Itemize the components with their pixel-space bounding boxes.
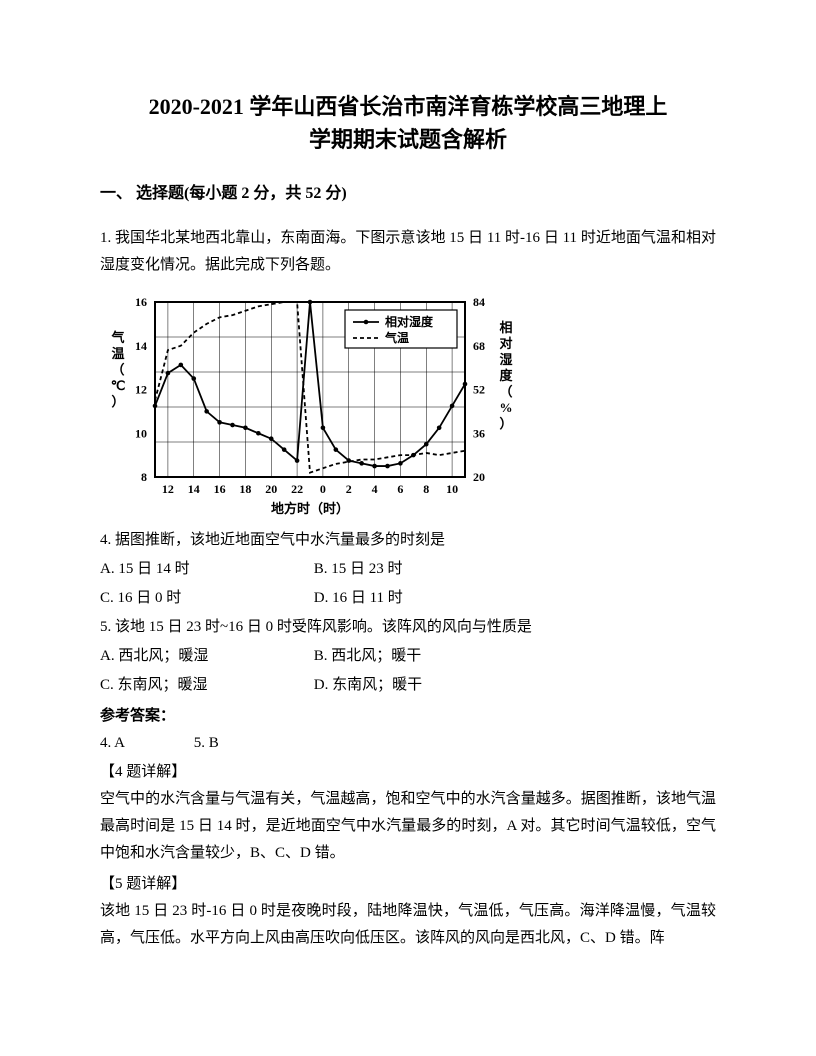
answer-label: 参考答案： — [100, 703, 716, 730]
q5-option-a: A. 西北风；暖湿 — [100, 643, 310, 670]
svg-text:）: ） — [499, 416, 512, 431]
svg-text:12: 12 — [135, 382, 147, 396]
svg-text:气: 气 — [111, 330, 124, 345]
svg-text:84: 84 — [473, 295, 485, 309]
chart-container: 81012141620365268841214161820220246810地方… — [100, 287, 716, 517]
q4-option-b: B. 15 日 23 时 — [314, 556, 403, 583]
q4-option-d: D. 16 日 11 时 — [314, 585, 403, 612]
svg-text:2: 2 — [346, 482, 352, 496]
svg-text:52: 52 — [473, 382, 485, 396]
title-line-1: 2020-2021 学年山西省长治市南洋育栋学校高三地理上 — [100, 90, 716, 123]
detail4-text: 空气中的水汽含量与气温有关，气温越高，饱和空气中的水汽含量越多。据图推断，该地气… — [100, 786, 716, 867]
svg-text:20: 20 — [473, 470, 485, 484]
svg-text:相对湿度: 相对湿度 — [385, 314, 434, 329]
q5-options-row2: C. 东南风；暖湿 D. 东南风；暖干 — [100, 672, 716, 699]
svg-text:0: 0 — [320, 482, 326, 496]
svg-text:温: 温 — [111, 346, 124, 361]
svg-text:20: 20 — [265, 482, 277, 496]
svg-text:6: 6 — [397, 482, 403, 496]
question-intro: 1. 我国华北某地西北靠山，东南面海。下图示意该地 15 日 11 时-16 日… — [100, 225, 716, 279]
svg-text:14: 14 — [135, 339, 147, 353]
svg-text:（: （ — [111, 362, 124, 377]
q5-options-row1: A. 西北风；暖湿 B. 西北风；暖干 — [100, 643, 716, 670]
svg-text:36: 36 — [473, 426, 485, 440]
svg-text:气温: 气温 — [384, 330, 409, 345]
q5-option-d: D. 东南风；暖干 — [314, 672, 422, 699]
q4-option-a: A. 15 日 14 时 — [100, 556, 310, 583]
q4-options-row2: C. 16 日 0 时 D. 16 日 11 时 — [100, 585, 716, 612]
svg-text:（: （ — [499, 384, 512, 399]
detail4-label: 【4 题详解】 — [100, 759, 716, 786]
answer-5: 5. B — [194, 730, 284, 757]
q5-stem: 5. 该地 15 日 23 时~16 日 0 时受阵风影响。该阵风的风向与性质是 — [100, 614, 716, 641]
svg-text:%: % — [500, 400, 513, 415]
q4-stem: 4. 据图推断，该地近地面空气中水汽量最多的时刻是 — [100, 527, 716, 554]
svg-text:10: 10 — [135, 426, 147, 440]
svg-text:12: 12 — [162, 482, 174, 496]
svg-text:14: 14 — [188, 482, 200, 496]
svg-text:16: 16 — [135, 295, 147, 309]
detail5-text: 该地 15 日 23 时-16 日 0 时是夜晚时段，陆地降温快，气温低，气压高… — [100, 898, 716, 952]
svg-text:4: 4 — [372, 482, 378, 496]
temperature-humidity-chart: 81012141620365268841214161820220246810地方… — [100, 287, 520, 517]
q4-option-c: C. 16 日 0 时 — [100, 585, 310, 612]
svg-text:度: 度 — [499, 368, 513, 383]
svg-text:68: 68 — [473, 339, 485, 353]
svg-text:℃: ℃ — [111, 378, 126, 393]
svg-text:8: 8 — [141, 470, 147, 484]
svg-text:地方时（时）: 地方时（时） — [271, 501, 349, 516]
svg-text:对: 对 — [499, 336, 512, 351]
svg-text:）: ） — [111, 394, 124, 409]
section-header: 一、 选择题(每小题 2 分，共 52 分) — [100, 180, 716, 209]
q4-options-row1: A. 15 日 14 时 B. 15 日 23 时 — [100, 556, 716, 583]
svg-text:10: 10 — [446, 482, 458, 496]
page-title: 2020-2021 学年山西省长治市南洋育栋学校高三地理上 学期期末试题含解析 — [100, 90, 716, 156]
svg-text:相: 相 — [499, 320, 512, 335]
answer-4: 4. A — [100, 730, 190, 757]
answers-row: 4. A 5. B — [100, 730, 716, 757]
title-line-2: 学期期末试题含解析 — [100, 123, 716, 156]
svg-text:22: 22 — [291, 482, 303, 496]
svg-text:18: 18 — [239, 482, 251, 496]
q5-option-b: B. 西北风；暖干 — [314, 643, 422, 670]
detail5-label: 【5 题详解】 — [100, 871, 716, 898]
svg-text:8: 8 — [423, 482, 429, 496]
svg-text:16: 16 — [214, 482, 226, 496]
q5-option-c: C. 东南风；暖湿 — [100, 672, 310, 699]
svg-text:湿: 湿 — [499, 352, 512, 367]
